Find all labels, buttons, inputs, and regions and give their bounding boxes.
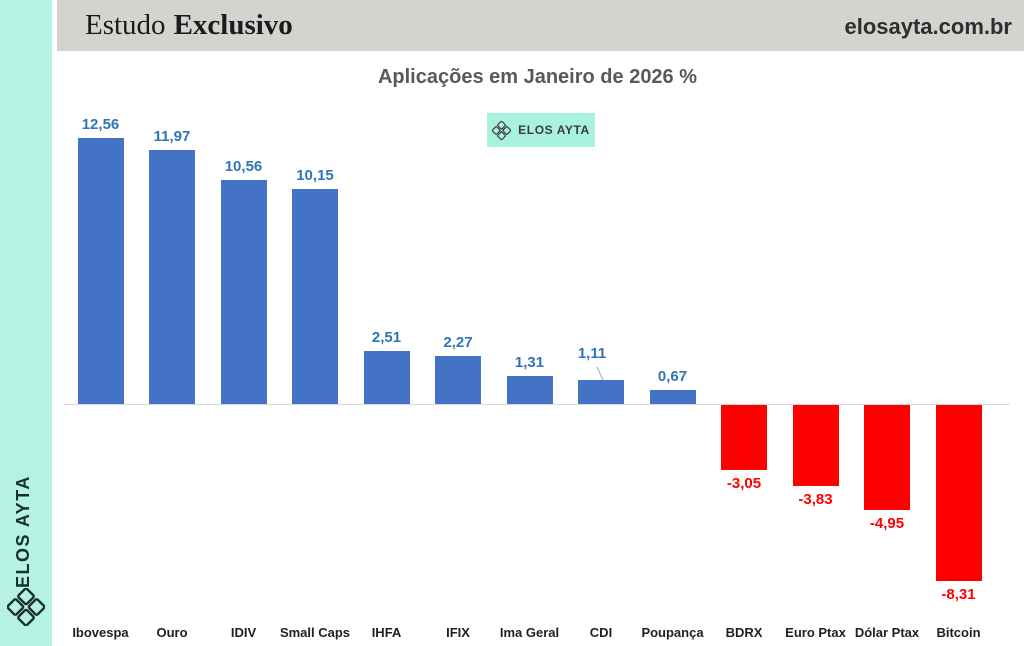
elos-ayta-lattice-logo-icon — [7, 588, 45, 626]
site-url: elosayta.com.br — [844, 14, 1012, 39]
category-label-ifix: IFIX — [446, 625, 470, 640]
bar-bitcoin — [935, 405, 982, 582]
category-label-bitcoin: Bitcoin — [936, 625, 981, 640]
bar-bdrx — [721, 405, 767, 470]
value-label-idiv: 10,56 — [224, 158, 263, 176]
value-label-dolar-ptax: -4,95 — [869, 514, 905, 532]
category-label-cdi: CDI — [589, 625, 613, 640]
category-label-ouro: Ouro — [156, 625, 188, 640]
value-label-ibovespa: 12,56 — [81, 115, 120, 133]
chart-title: Aplicações em Janeiro de 2026 % — [377, 66, 698, 88]
bar-euro-ptax — [792, 405, 839, 487]
category-label-ihfa: IHFA — [371, 625, 402, 640]
value-label-ifix: 2,27 — [443, 333, 473, 351]
bar-ouro — [149, 150, 195, 404]
category-label-dolar-ptax: Dólar Ptax — [854, 625, 920, 640]
category-label-ima-geral: Ima Geral — [499, 625, 560, 640]
brand-sidebar: ELOS AYTA — [0, 0, 52, 646]
category-label-poupanca: Poupança — [641, 625, 704, 640]
bar-dolar-ptax — [864, 405, 910, 510]
value-label-cdi: 1,11 — [577, 345, 607, 363]
value-label-poupanca: 0,67 — [657, 367, 688, 385]
value-label-bdrx: -3,05 — [726, 474, 762, 492]
masthead-title-regular: Estudo — [85, 9, 166, 41]
category-label-euro-ptax: Euro Ptax — [785, 625, 846, 640]
bar-ihfa — [363, 350, 410, 404]
category-label-ibovespa: Ibovespa — [72, 625, 129, 640]
category-label-idiv: IDIV — [230, 625, 257, 640]
masthead-title-bold: Exclusivo — [173, 9, 293, 41]
category-label-small-caps: Small Caps — [279, 625, 351, 640]
legend-label: ELOS AYTA — [518, 123, 590, 137]
bar-ibovespa — [77, 137, 124, 404]
category-label-bdrx: BDRX — [725, 625, 763, 640]
top-header: Estudo Exclusivo elosayta.com.br — [57, 0, 1024, 51]
value-label-small-caps: 10,15 — [296, 166, 334, 184]
x-axis-line — [64, 404, 1010, 405]
bar-cdi — [578, 380, 624, 404]
value-label-ima-geral: 1,31 — [514, 354, 545, 372]
legend-badge: ELOS AYTA — [487, 113, 595, 147]
bar-ifix — [435, 355, 481, 404]
bar-poupanca — [649, 389, 696, 404]
masthead-title: Estudo Exclusivo — [85, 0, 293, 51]
cdi-label-leader-line — [596, 366, 604, 381]
value-label-ihfa: 2,51 — [371, 328, 402, 346]
sidebar-brand-text: ELOS AYTA — [13, 475, 33, 588]
value-label-euro-ptax: -3,83 — [798, 491, 833, 509]
bar-idiv — [220, 180, 267, 404]
value-label-bitcoin: -8,31 — [941, 586, 976, 604]
value-label-ouro: 11,97 — [153, 128, 191, 146]
elos-ayta-lattice-logo-icon — [492, 120, 512, 140]
bar-small-caps — [292, 188, 338, 404]
bar-ima-geral — [506, 376, 553, 404]
